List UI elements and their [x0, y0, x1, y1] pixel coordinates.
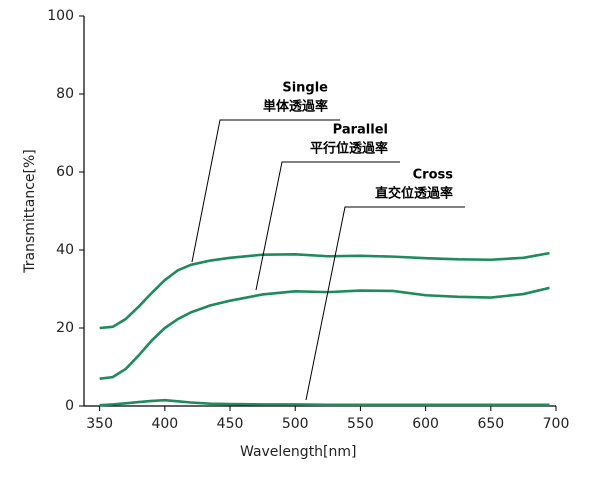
annotation-name: Cross [413, 168, 454, 183]
y-tick-label: 20 [56, 320, 74, 336]
leader-line [191, 119, 340, 263]
annotation-name: Parallel [333, 123, 388, 138]
line-series [99, 398, 550, 407]
line-series [99, 286, 550, 380]
x-tick-label: 650 [477, 416, 504, 432]
annotation-label: 単体透過率 [263, 99, 328, 115]
annotation-name: Single [282, 81, 328, 96]
y-tick-label: 40 [56, 242, 74, 258]
x-tick-label: 600 [412, 416, 439, 432]
y-axis-label: Transmittance[%] [22, 149, 38, 274]
annotation-label: 平行位透過率 [310, 141, 388, 157]
y-tick-label: 80 [56, 86, 74, 102]
x-tick-label: 500 [282, 416, 309, 432]
x-tick-label: 350 [86, 416, 113, 432]
x-tick-label: 700 [543, 416, 570, 432]
y-tick-label: 60 [56, 164, 74, 180]
x-tick-label: 550 [347, 416, 374, 432]
line-series [99, 251, 550, 330]
x-tick-label: 400 [151, 416, 178, 432]
annotation-label: 直交位透過率 [375, 186, 453, 202]
y-tick-label: 0 [65, 398, 74, 414]
leader-line [255, 161, 400, 291]
leader-line [305, 206, 465, 401]
y-tick-label: 100 [47, 8, 74, 24]
x-tick-label: 450 [217, 416, 244, 432]
x-axis-label: Wavelength[nm] [240, 444, 356, 460]
